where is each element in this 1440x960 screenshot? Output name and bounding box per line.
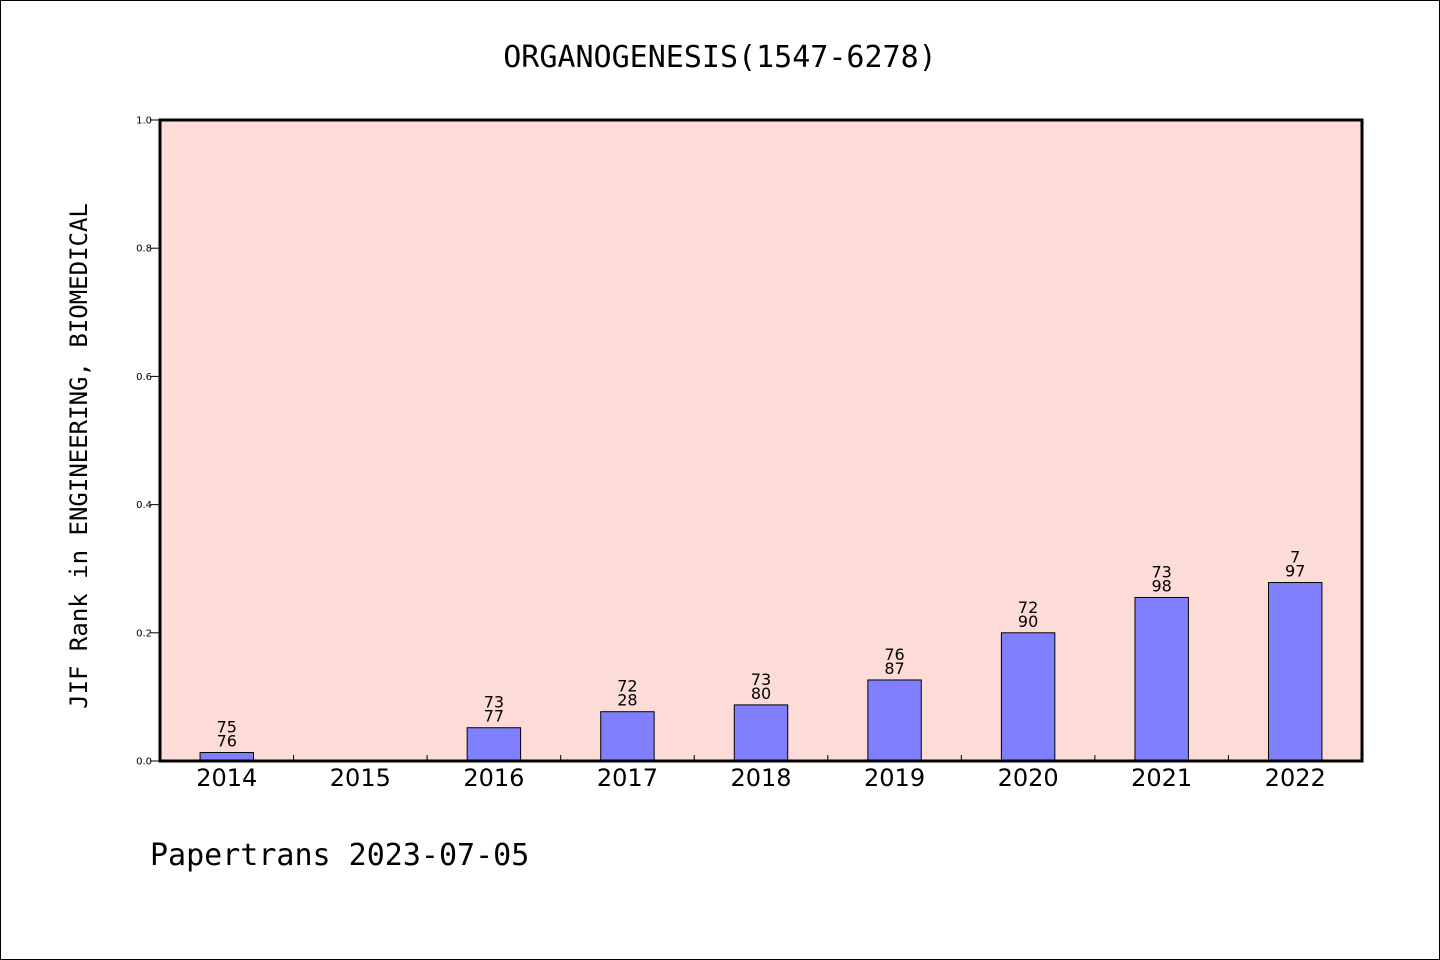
x-tick-label: 2022 — [1265, 764, 1326, 792]
x-axis-ticks: 2014 2015 2016 2017 2018 2019 2020 2021 2022 — [196, 755, 1326, 792]
y-tick-label: 1.0 — [136, 116, 152, 127]
bar-2017 — [600, 711, 655, 762]
bar-label-rank: 7 — [1290, 548, 1300, 567]
y-axis-label: JIF Rank in ENGINEERING, BIOMEDICAL — [65, 203, 93, 709]
bar-2019 — [867, 679, 922, 762]
x-tick-label: 2021 — [1131, 764, 1192, 792]
x-tick-label: 2016 — [463, 764, 524, 792]
x-tick-label: 2019 — [864, 764, 925, 792]
bar-2020 — [1000, 632, 1056, 762]
bar-label-rank: 72 — [617, 677, 637, 696]
chart-title: ORGANOGENESIS(1547-6278) — [503, 40, 936, 75]
bar-label-total: 76 — [217, 732, 237, 751]
y-tick-label: 0.2 — [136, 628, 152, 639]
bar-2018 — [733, 704, 789, 762]
x-tick-label: 2015 — [330, 764, 391, 792]
bar-label-total: 90 — [1018, 612, 1038, 631]
bar-label-rank: 75 — [217, 718, 237, 737]
footer-watermark: Papertrans 2023-07-05 — [150, 838, 529, 873]
bar-label-total: 98 — [1151, 576, 1171, 595]
x-tick-label: 2018 — [730, 764, 791, 792]
bar-label-total: 80 — [751, 684, 771, 703]
bar-label-total: 77 — [484, 707, 504, 726]
plot-border — [158, 118, 1364, 763]
y-tick-label: 0.6 — [136, 372, 152, 383]
x-tick-label: 2014 — [196, 764, 257, 792]
bars — [199, 582, 1323, 762]
bar-label-rank: 72 — [1018, 598, 1038, 617]
bar-label-rank: 73 — [1151, 562, 1171, 581]
bar-2022 — [1268, 582, 1323, 762]
bar-label-total: 28 — [617, 691, 637, 710]
y-tick-label: 0.4 — [136, 500, 152, 511]
bar-label-total: 87 — [884, 659, 904, 678]
bar-label-total: 97 — [1285, 562, 1305, 581]
x-tick-label: 2017 — [597, 764, 658, 792]
y-tick-label: 0.0 — [136, 757, 152, 768]
x-tick-label: 2020 — [998, 764, 1059, 792]
y-tick-label: 0.8 — [136, 244, 152, 255]
y-axis-ticks: 0.0 0.2 0.4 0.6 0.8 1.0 — [136, 116, 160, 768]
bar-label-rank: 76 — [884, 645, 904, 664]
bar-2021 — [1134, 596, 1189, 762]
bar-label-rank: 73 — [484, 693, 504, 712]
bar-label-rank: 73 — [751, 670, 771, 689]
bar-2016 — [466, 727, 522, 762]
